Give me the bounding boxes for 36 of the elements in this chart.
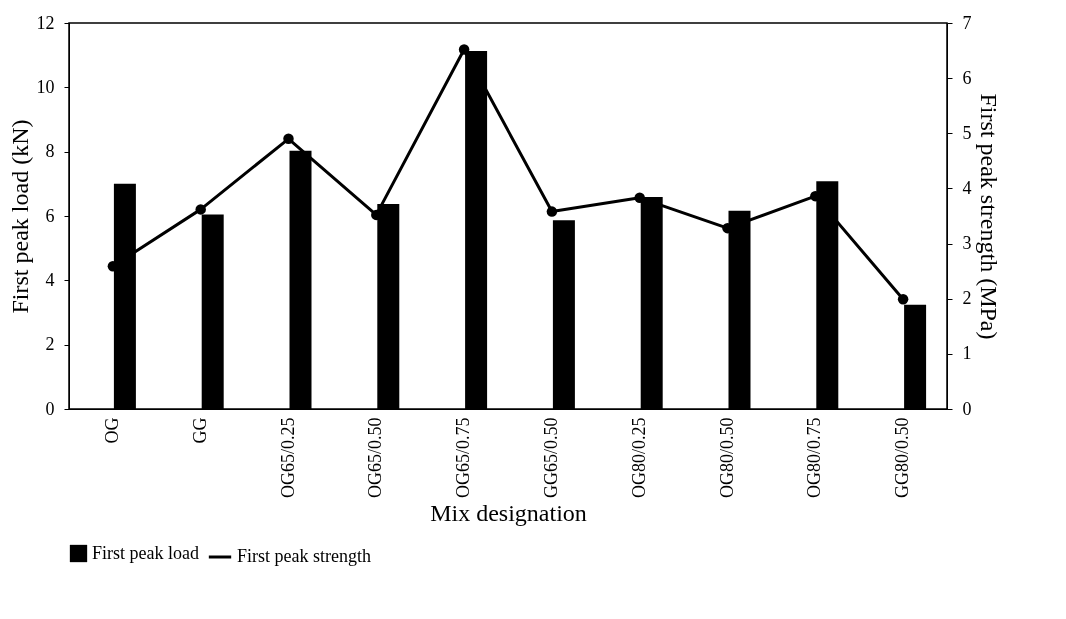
y2-tick-label: 7 (962, 12, 972, 33)
y2-tick-label: 0 (962, 398, 972, 419)
y-tick-label: 2 (45, 334, 55, 355)
x-tick-label: OG80/0.75 (804, 417, 825, 498)
y2-tick-label: 4 (962, 177, 972, 198)
point (458, 44, 470, 55)
point (634, 192, 645, 204)
x-tick-label: OG65/0.50 (365, 417, 386, 498)
y-tick-label: 0 (45, 398, 55, 419)
point (546, 206, 558, 217)
y-tick-label: 12 (36, 12, 55, 33)
x-tick-label: GG65/0.50 (540, 417, 561, 498)
y-axis-title: First peak load (kN) (6, 119, 33, 314)
point (195, 204, 206, 215)
x-tick-label: OG (101, 417, 122, 444)
y-tick-label: 6 (45, 205, 55, 226)
legend-label: First peak load (92, 542, 199, 563)
y-tick-label: 8 (45, 141, 55, 162)
x-tick-label: OG80/0.25 (628, 417, 649, 498)
x-tick-label: OG80/0.50 (716, 417, 737, 498)
x-axis-title: Mix designation (430, 500, 587, 526)
x-tick-label: OG65/0.25 (277, 417, 298, 498)
y-tick-label: 10 (36, 76, 55, 97)
point (897, 294, 909, 305)
y2-tick-label: 3 (962, 233, 972, 254)
y2-tick-label: 5 (962, 122, 972, 143)
x-tick-label: GG80/0.50 (892, 417, 913, 498)
point (283, 133, 294, 145)
x-tick-label: OG65/0.75 (453, 417, 474, 498)
x-tick-label: GG (189, 417, 210, 444)
y2-tick-label: 6 (962, 67, 972, 88)
y2-axis-title: First peak strength (MPa) (975, 93, 1002, 340)
y2-tick-label: 1 (962, 343, 972, 364)
y2-tick-label: 2 (962, 288, 972, 309)
legend-label: First peak strength (237, 546, 371, 566)
y-tick-label: 4 (45, 269, 55, 290)
